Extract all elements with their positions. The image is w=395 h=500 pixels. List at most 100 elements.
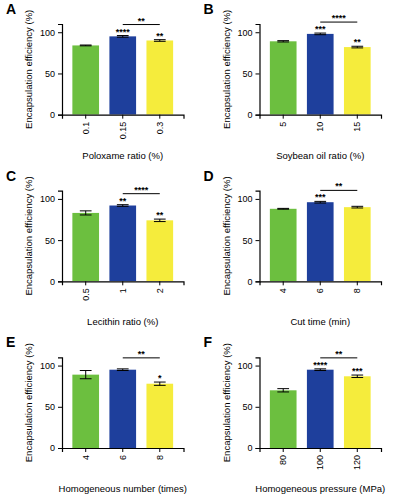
bar bbox=[146, 220, 173, 281]
x-axis-title: Homogeneous number (times) bbox=[59, 483, 187, 494]
marks bbox=[72, 205, 173, 282]
panel: 0501000.512Lecithin ratio (%)Encapsulati… bbox=[6, 168, 184, 328]
error-cap bbox=[351, 206, 363, 207]
axis-line bbox=[63, 449, 185, 453]
tick: 5 bbox=[278, 115, 288, 127]
x-axis-title: Soybean oil ratio (%) bbox=[276, 150, 364, 161]
tick: 100 bbox=[315, 448, 325, 470]
significance: **** bbox=[116, 27, 131, 37]
x-axis: 51015 bbox=[260, 115, 382, 132]
x-axis-title: Poloxame ratio (%) bbox=[82, 150, 163, 161]
y-axis: 050100 bbox=[237, 25, 260, 121]
axis-line bbox=[256, 358, 261, 449]
comparison-label: ** bbox=[138, 16, 146, 26]
bar bbox=[109, 370, 136, 448]
y-axis: 050100 bbox=[237, 191, 260, 287]
tick-label: 50 bbox=[242, 69, 252, 79]
axis-line bbox=[256, 191, 261, 282]
significance: ** bbox=[354, 37, 362, 47]
significance: ** bbox=[156, 31, 164, 41]
tick: 0.1 bbox=[81, 115, 91, 135]
tick: 50 bbox=[242, 69, 259, 79]
error-cap bbox=[117, 37, 129, 38]
panel-label: B bbox=[204, 1, 214, 17]
tick-label: 8 bbox=[352, 288, 362, 293]
bar bbox=[270, 390, 297, 448]
bar bbox=[344, 207, 371, 281]
tick-mark bbox=[357, 448, 358, 452]
error-bar bbox=[117, 369, 129, 371]
tick-mark bbox=[58, 115, 62, 116]
tick-label: 4 bbox=[81, 455, 91, 460]
error-bar bbox=[277, 389, 289, 392]
tick-label: 50 bbox=[45, 402, 55, 412]
tick-label: 6 bbox=[118, 455, 128, 460]
plot: 0501000.512Lecithin ratio (%)Encapsulati… bbox=[23, 176, 184, 327]
comparison-label: ** bbox=[335, 181, 343, 191]
tick: 100 bbox=[40, 28, 62, 38]
error-bar bbox=[351, 206, 363, 208]
axis-line bbox=[58, 191, 63, 282]
x-axis: 0.5 1 2 bbox=[63, 281, 185, 301]
y-axis-title: Encapsulation efficiency (%) bbox=[23, 10, 34, 129]
tick: 100 bbox=[237, 28, 259, 38]
error-cap bbox=[277, 41, 289, 42]
axis-line bbox=[260, 282, 382, 286]
plot: 050100468Homogeneous number (times)Encap… bbox=[23, 343, 187, 494]
marks bbox=[270, 201, 371, 281]
error-bar bbox=[277, 41, 289, 42]
y-axis-title: Encapsulation efficiency (%) bbox=[221, 10, 232, 129]
error-cap bbox=[277, 208, 289, 209]
bar bbox=[72, 375, 99, 448]
x-axis: 468 bbox=[260, 281, 382, 293]
tick: 0 bbox=[50, 443, 62, 453]
panel-label: A bbox=[6, 1, 16, 17]
tick-mark bbox=[58, 281, 62, 282]
tick-label: 0.15 bbox=[118, 122, 128, 140]
y-axis-title: Encapsulation efficiency (%) bbox=[23, 176, 34, 295]
tick-label: 4 bbox=[278, 288, 288, 293]
panel: 050100468Homogeneous number (times)Encap… bbox=[6, 334, 187, 494]
error-cap bbox=[351, 377, 363, 378]
panel-label: F bbox=[204, 334, 213, 350]
axis-line bbox=[58, 358, 63, 449]
error-cap bbox=[80, 214, 92, 215]
x-axis-title: Lecithin ratio (%) bbox=[87, 316, 158, 327]
tick-mark bbox=[256, 73, 260, 74]
tick: 0 bbox=[50, 277, 62, 287]
tick: 50 bbox=[242, 402, 259, 412]
bar bbox=[307, 34, 334, 115]
error-cap bbox=[80, 370, 92, 371]
tick: 0.15 bbox=[118, 115, 128, 140]
marks bbox=[270, 369, 371, 448]
error-stem bbox=[85, 371, 86, 379]
tick-mark bbox=[256, 240, 260, 241]
panel-label: D bbox=[204, 168, 214, 184]
y-axis: 050100 bbox=[40, 358, 63, 454]
tick-label: 100 bbox=[237, 28, 252, 38]
bar bbox=[344, 376, 371, 448]
tick: 1 bbox=[118, 281, 128, 293]
tick-label: 0 bbox=[50, 443, 55, 453]
tick: 0.5 bbox=[81, 281, 91, 301]
tick: 8 bbox=[352, 281, 362, 293]
plot: 05010051015Soybean oil ratio (%)Encapsul… bbox=[221, 10, 382, 161]
error-bar bbox=[80, 371, 92, 379]
tick-mark bbox=[320, 448, 321, 452]
y-axis: 050100 bbox=[40, 191, 63, 287]
tick-label: 2 bbox=[155, 288, 165, 293]
bar bbox=[270, 41, 297, 114]
tick-mark bbox=[256, 366, 260, 367]
tick-label: 0 bbox=[50, 277, 55, 287]
tick-label: 1 bbox=[118, 288, 128, 293]
significance: *** bbox=[352, 366, 363, 376]
panel-label: C bbox=[6, 168, 16, 184]
marks bbox=[270, 33, 371, 115]
tick-mark bbox=[159, 281, 160, 285]
x-axis-title: Homogeneous pressure (MPa) bbox=[255, 483, 385, 494]
x-axis-title: Cut time (min) bbox=[290, 316, 350, 327]
error-bar bbox=[277, 208, 289, 210]
tick: 100 bbox=[40, 194, 62, 204]
error-cap bbox=[277, 40, 289, 41]
tick: 100 bbox=[237, 361, 259, 371]
